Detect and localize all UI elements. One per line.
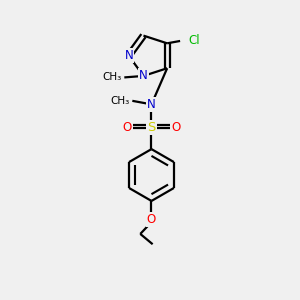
Text: N: N [124, 49, 133, 62]
Text: N: N [139, 69, 148, 82]
Text: S: S [147, 122, 156, 134]
Text: O: O [122, 122, 132, 134]
Text: Cl: Cl [188, 34, 200, 47]
Text: CH₃: CH₃ [103, 72, 122, 82]
Text: CH₃: CH₃ [111, 96, 130, 106]
Text: O: O [171, 122, 181, 134]
Text: O: O [147, 213, 156, 226]
Text: N: N [147, 98, 156, 111]
